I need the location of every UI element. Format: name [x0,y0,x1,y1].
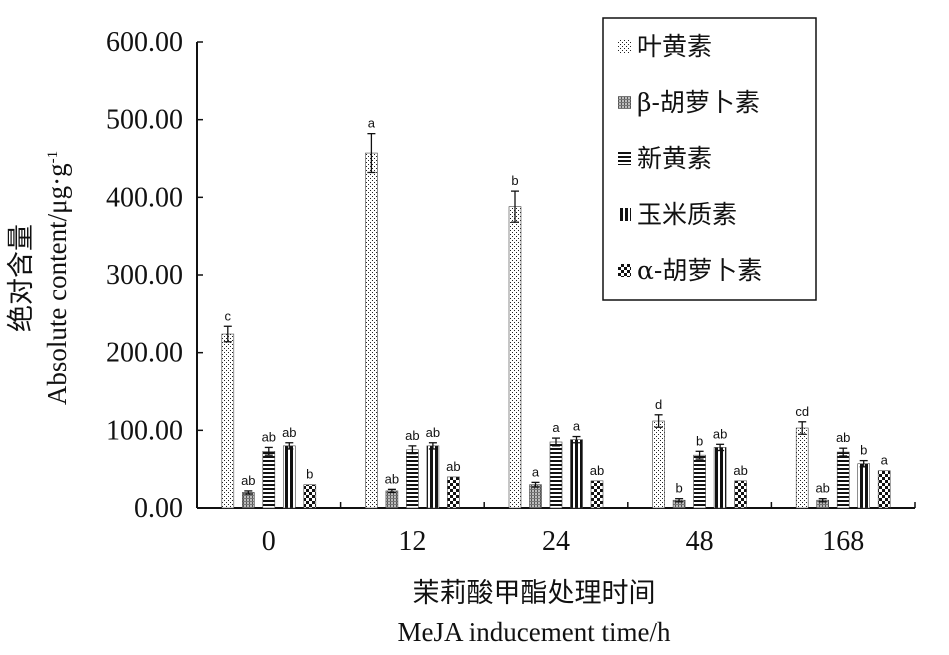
significance-label: ab [426,425,440,440]
significance-label: a [532,464,540,479]
significance-label: ab [241,473,255,488]
x-tick-label: 168 [822,526,864,557]
y-ticks: 0.00 100.00 200.00 300.00 400.00 500.00 600.00 [106,27,203,524]
bar [282,445,296,509]
bar [734,480,747,509]
legend-label: 新黄素 [637,144,712,173]
significance-label: b [860,443,867,458]
y-axis-title-en-sup: -1 [45,151,61,164]
x-axis-title-en: MeJA inducement time/h [398,617,671,647]
significance-label: ab [733,463,747,478]
bar [447,476,460,509]
bar [242,492,255,509]
bar [406,449,419,509]
legend-label: 叶黄素 [637,32,712,61]
bar [426,445,440,509]
bar [262,451,276,509]
bar [570,439,583,509]
legend-label: β-胡萝卜素 [637,88,760,117]
legend-swatch [618,152,631,165]
bar [713,447,727,509]
significance-label: cd [795,404,809,419]
x-tick-label: 48 [686,526,714,557]
bar [590,480,604,509]
bar [877,470,891,509]
significance-label: a [573,419,581,434]
y-axis-title-en-main: Absolute content/μg·g [42,163,72,405]
bar [529,484,542,509]
significance-label: ab [405,428,419,443]
bar [385,490,399,509]
significance-label: b [675,481,682,496]
significance-label: ab [590,463,604,478]
y-tick-label: 0.00 [134,493,183,524]
significance-label: a [881,453,889,468]
y-tick-label: 500.00 [106,105,183,136]
legend-swatch [618,208,631,221]
y-axis-title-en: Absolute content/μg·g-1 [42,151,72,405]
bar [221,333,235,509]
significance-label: b [306,467,313,482]
bar [652,420,665,509]
significance-label: ab [262,429,276,444]
x-axis-title-cn: 茉莉酸甲酯处理时间 [413,578,656,608]
bar [795,427,809,509]
y-tick-label: 600.00 [106,27,183,58]
significance-label: a [368,116,376,131]
y-tick-label: 300.00 [106,260,183,291]
legend-swatch [618,264,631,277]
x-tick-label: 12 [398,526,426,557]
legend-box [602,17,817,301]
significance-label: ab [815,481,829,496]
significance-label: d [655,397,662,412]
y-tick-label: 400.00 [106,182,183,213]
bar [693,454,706,509]
x-ticks: 0 12 24 48 168 [196,502,916,557]
significance-label: c [225,308,232,323]
legend-label: 玉米质素 [637,200,737,229]
y-tick-label: 100.00 [106,415,183,446]
y-tick-label: 200.00 [106,338,183,369]
bar [857,463,871,509]
legend-swatch [618,96,631,109]
significance-label: ab [282,425,296,440]
legend-swatch [618,40,631,53]
bar [836,451,850,509]
significance-label: ab [446,459,460,474]
bar [508,206,522,509]
bar [303,484,317,509]
legend-label: α-胡萝卜素 [637,256,762,285]
bar [365,152,378,509]
significance-label: a [552,420,560,435]
significance-label: ab [713,426,727,441]
bar [549,441,563,509]
significance-label: ab [836,430,850,445]
x-tick-label: 0 [262,526,276,557]
y-axis-title-cn: 绝对含量 [6,224,36,332]
significance-label: b [696,433,703,448]
x-tick-label: 24 [542,526,570,557]
significance-label: ab [385,471,399,486]
significance-label: b [511,173,518,188]
